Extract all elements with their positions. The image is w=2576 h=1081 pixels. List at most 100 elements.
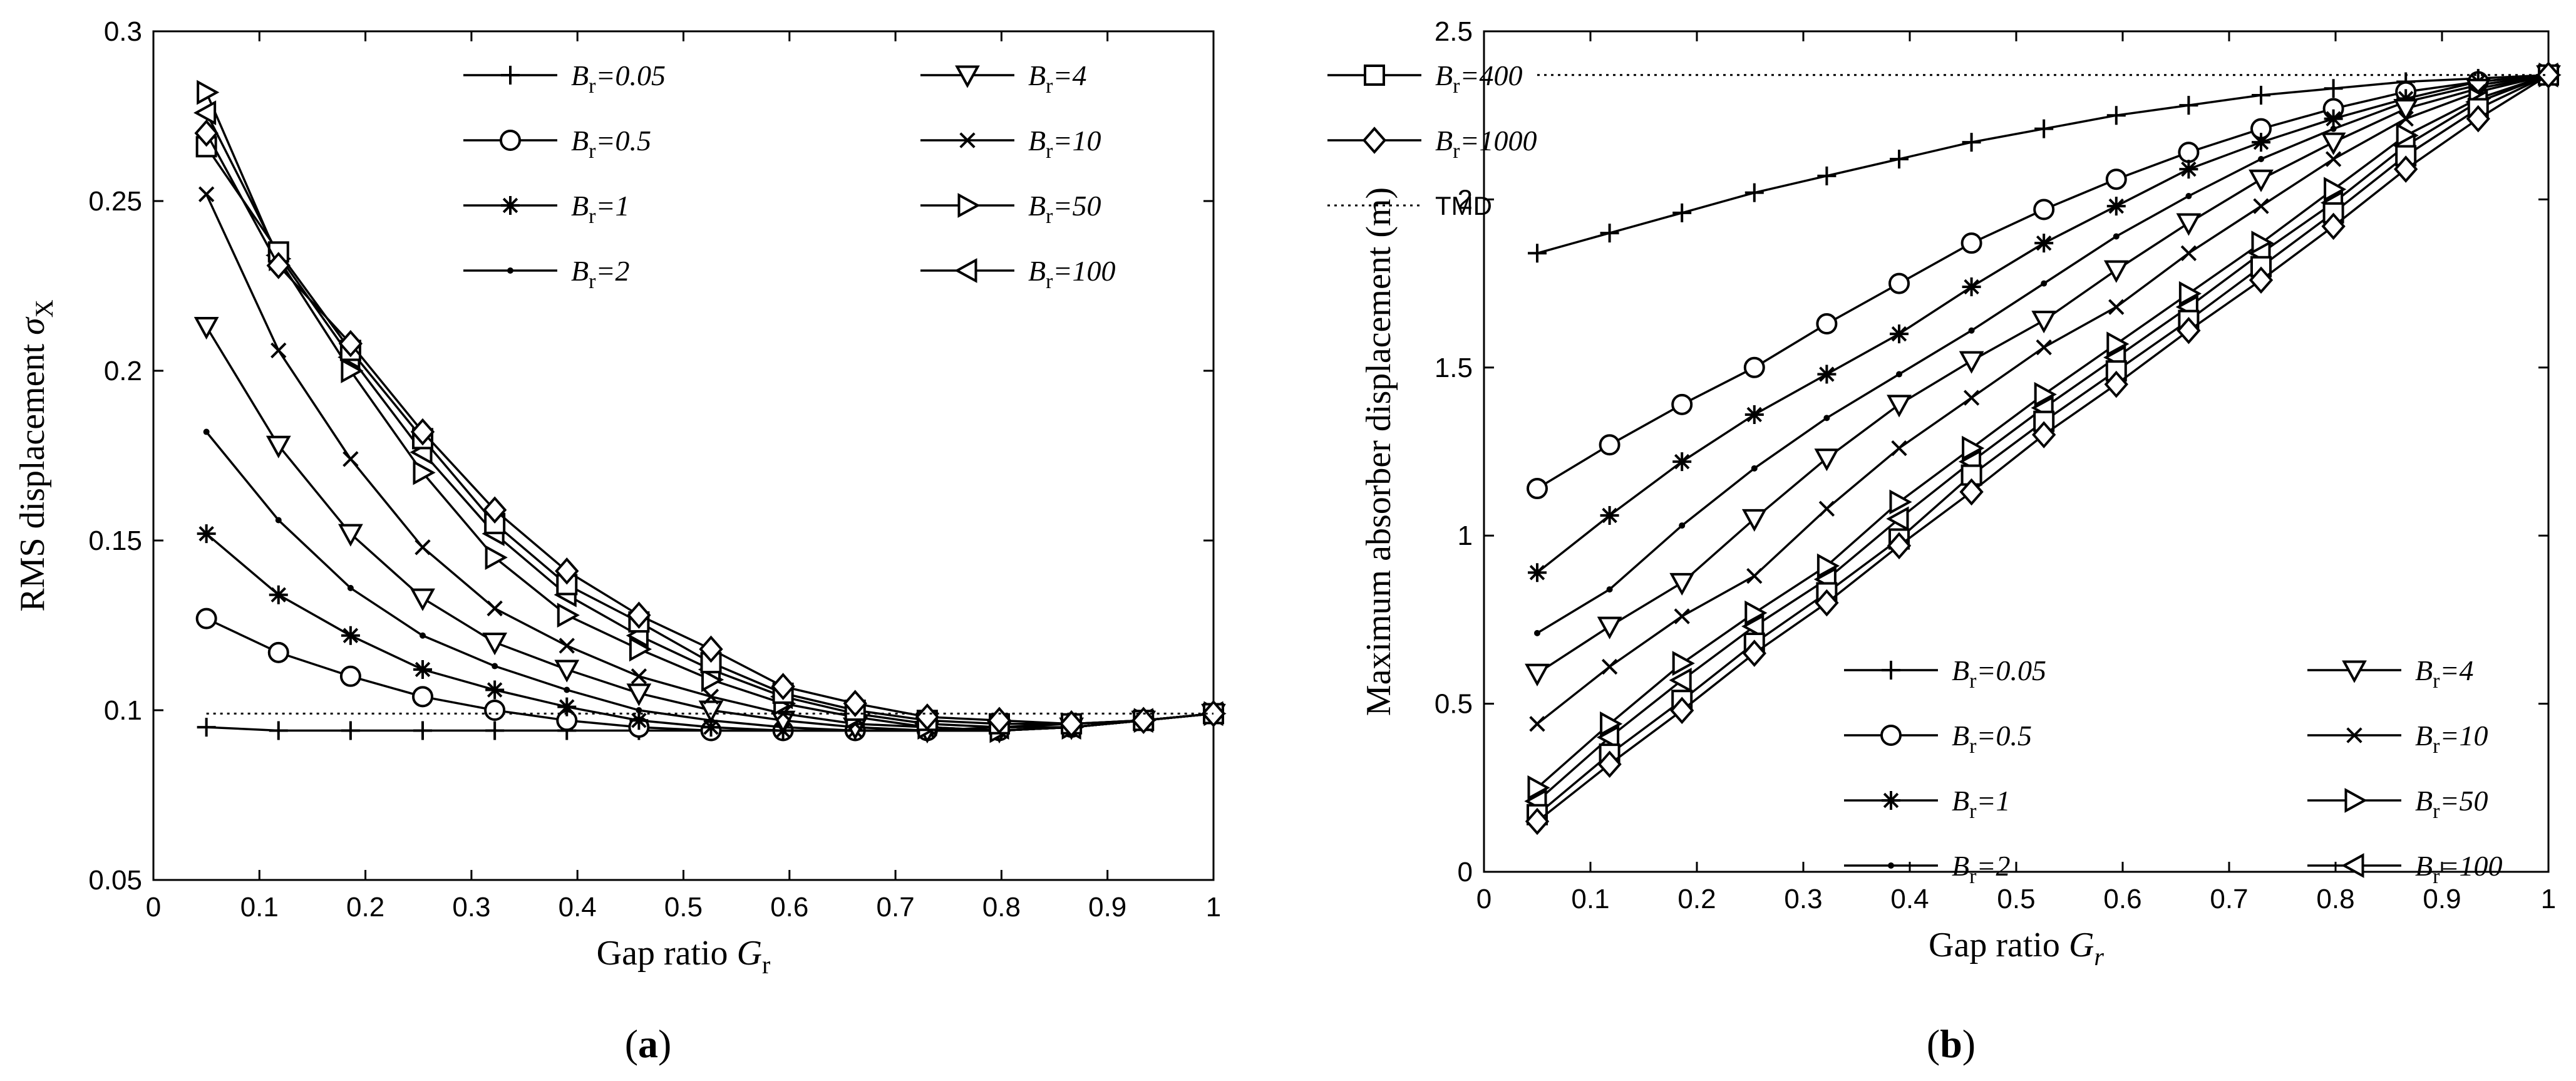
- legend-entry: Br=1: [463, 190, 629, 228]
- series-br-0-05: [1528, 65, 2558, 263]
- data-point: [636, 707, 642, 713]
- data-point: [1817, 166, 1837, 185]
- data-point: [1968, 327, 1975, 334]
- data-point: [1534, 629, 1540, 636]
- data-point: [2106, 331, 2130, 357]
- legend-entry: Br=4: [2307, 654, 2473, 693]
- data-point: [2394, 155, 2418, 183]
- data-point: [2324, 109, 2343, 128]
- y-tick-label: 2: [1458, 184, 1473, 215]
- x-tick-label: 0.5: [664, 892, 703, 923]
- data-point: [1817, 365, 1837, 384]
- data-point: [2253, 198, 2269, 214]
- data-point: [1597, 616, 1622, 639]
- data-point: [1529, 716, 1545, 732]
- data-point: [1889, 489, 1912, 515]
- data-point: [701, 718, 721, 737]
- legend-marker: [957, 193, 981, 218]
- data-point: [1890, 149, 1909, 168]
- data-point: [2177, 316, 2201, 344]
- legend-entry: Br=10: [920, 125, 1101, 163]
- data-point: [555, 557, 579, 585]
- legend-marker: [2342, 660, 2367, 683]
- legend-marker: [959, 132, 976, 148]
- x-tick-label: 0.7: [2210, 884, 2248, 914]
- data-point: [2252, 85, 2270, 105]
- data-point: [339, 665, 361, 687]
- legend-entry: Br=2: [1844, 850, 2010, 888]
- data-point: [1600, 711, 1623, 737]
- legend-marker: [1364, 65, 1385, 86]
- data-point: [1746, 567, 1763, 584]
- legend-marker: [1880, 725, 1902, 746]
- data-point: [197, 718, 216, 737]
- legend-marker: [507, 267, 513, 274]
- legend-label: Br=100: [2415, 850, 2502, 888]
- y-tick-label: 0.3: [104, 16, 142, 47]
- data-point: [265, 435, 291, 458]
- data-point: [2176, 213, 2202, 236]
- legend-label: TMD: [1435, 191, 1492, 220]
- data-point: [193, 100, 217, 125]
- legend: Br=0.05 Br=0.5 Br=1 Br=2 Br=4 Br=10 Br=50 Br=10…: [463, 59, 1537, 293]
- data-point: [1886, 506, 1909, 532]
- legend-label: Br=50: [1028, 190, 1101, 228]
- legend-label: Br=1: [571, 190, 629, 228]
- data-point: [1528, 244, 1547, 263]
- data-point: [2185, 193, 2192, 200]
- panel-b-chart: 0 0.1 0.2 0.3 0.4 0.5 0.6 0.7 0.8 0.9 1 0 0.5 1 1.5 2 2.…: [1359, 16, 2562, 971]
- panel-a-chart: 0 0.1 0.2 0.3 0.4 0.5 0.6 0.7 0.8 0.9 1 0.05 0.1 0.15…: [13, 16, 1537, 979]
- series-br-1: [1528, 65, 2558, 582]
- y-tick-label: 0.25: [88, 186, 142, 217]
- data-point: [410, 418, 435, 446]
- data-point: [1744, 600, 1768, 626]
- data-point: [1890, 324, 1909, 344]
- data-point: [2108, 299, 2125, 315]
- data-point: [2113, 233, 2120, 240]
- x-tick-label: 0: [1476, 884, 1492, 914]
- data-point: [341, 358, 364, 383]
- legend-entry: Br=0.05: [463, 59, 666, 98]
- data-point: [1672, 452, 1692, 472]
- data-point: [1596, 725, 1620, 750]
- y-tick-label: 0.15: [88, 525, 142, 556]
- data-point: [564, 686, 570, 693]
- legend-entry: Br=1000: [1327, 125, 1537, 163]
- legend-marker: [1362, 127, 1387, 154]
- legend-marker: [501, 196, 520, 215]
- data-point: [1741, 509, 1767, 532]
- data-point: [269, 585, 288, 604]
- data-point: [2105, 360, 2127, 382]
- legend-entry: Br=100: [920, 255, 1115, 293]
- data-point: [1601, 658, 1618, 675]
- data-point: [420, 632, 426, 639]
- data-point: [203, 428, 210, 435]
- data-point: [197, 80, 220, 105]
- data-point: [1816, 313, 1838, 335]
- data-point: [1606, 586, 1613, 593]
- data-point: [413, 460, 436, 485]
- legend-label: Br=4: [1028, 59, 1086, 98]
- x-tick-label: 0.6: [770, 892, 808, 923]
- legend-marker: [954, 258, 977, 283]
- data-point: [410, 588, 435, 611]
- data-point: [1201, 700, 1226, 728]
- data-point: [269, 721, 288, 740]
- data-point: [1672, 651, 1695, 676]
- data-point: [2324, 79, 2343, 98]
- data-point: [195, 608, 217, 629]
- legend-marker: [1888, 862, 1894, 869]
- data-point: [2393, 98, 2419, 122]
- data-point: [197, 524, 216, 544]
- data-point: [843, 690, 867, 717]
- legend-label: Br=2: [1952, 850, 2010, 888]
- data-point: [1963, 390, 1980, 406]
- data-point: [1891, 440, 1907, 457]
- x-tick-label: 0.3: [1784, 884, 1822, 914]
- data-point: [557, 603, 580, 628]
- data-point: [2249, 266, 2274, 294]
- data-point: [1528, 563, 1547, 582]
- legend-label: Br=1000: [1435, 125, 1537, 163]
- data-point: [415, 539, 431, 556]
